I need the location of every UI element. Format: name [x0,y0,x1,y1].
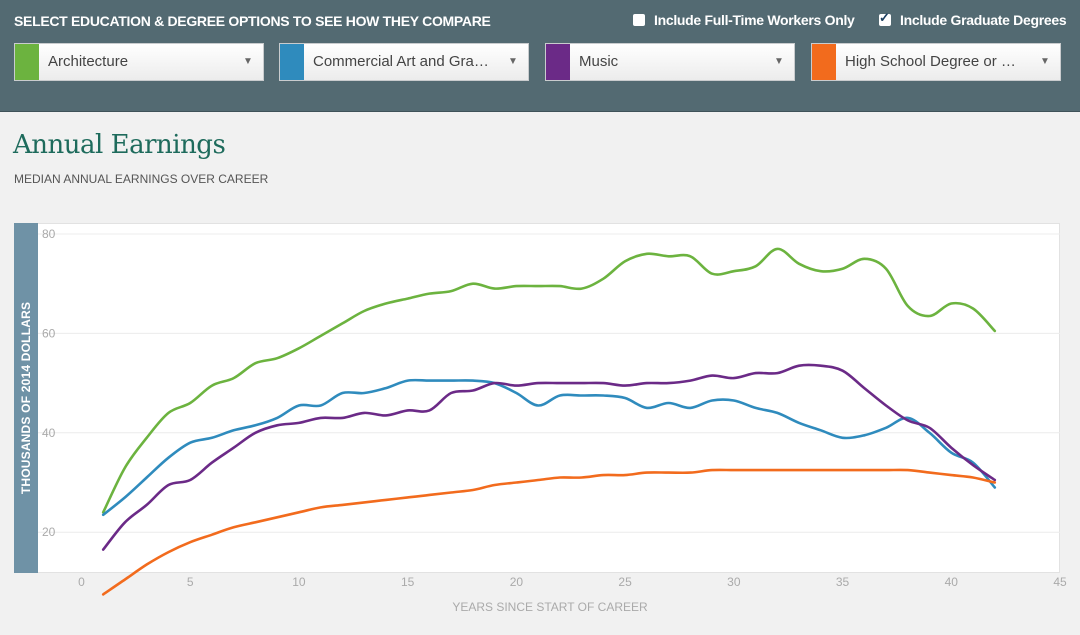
chart-subtitle: MEDIAN ANNUAL EARNINGS OVER CAREER [14,172,269,186]
degree-select-value: Commercial Art and Gra… [304,44,498,80]
fulltime-checkbox-label: Include Full-Time Workers Only [654,12,855,28]
graduate-checkbox[interactable]: Include Graduate Degrees [879,10,1067,28]
series-color-swatch [546,44,570,80]
series-line-2 [101,378,997,517]
y-tick-label: 80 [42,227,56,241]
degree-select-2[interactable]: Commercial Art and Gra… ▼ [279,43,529,81]
x-tick-label: 25 [618,575,632,589]
x-tick-label: 35 [836,575,850,589]
series-color-swatch [812,44,836,80]
y-tick-label: 20 [42,525,56,539]
plot-area [14,223,1060,573]
series-color-swatch [15,44,39,80]
series-line-3 [101,363,997,551]
series-color-swatch [280,44,304,80]
fulltime-checkbox-box[interactable] [633,14,645,26]
instructions-text: SELECT EDUCATION & DEGREE OPTIONS TO SEE… [14,13,491,29]
x-tick-label: 20 [510,575,524,589]
chevron-down-icon[interactable]: ▼ [1030,44,1060,80]
graduate-checkbox-box[interactable] [879,10,891,26]
chevron-down-icon[interactable]: ▼ [233,44,263,80]
x-tick-label: 40 [945,575,959,589]
y-tick-label: 40 [42,426,56,440]
y-axis-band [14,223,38,573]
y-tick-label: 60 [42,326,56,340]
x-tick-label: 5 [187,575,194,589]
chevron-down-icon[interactable]: ▼ [498,44,528,80]
chevron-down-icon[interactable]: ▼ [764,44,794,80]
x-tick-label: 30 [727,575,741,589]
x-tick-label: 45 [1053,575,1067,589]
x-axis-label: YEARS SINCE START OF CAREER [452,600,648,614]
graduate-checkbox-label: Include Graduate Degrees [900,12,1067,28]
x-tick-label: 15 [401,575,415,589]
degree-select-1[interactable]: Architecture ▼ [14,43,264,81]
series-line-1 [101,247,997,514]
fulltime-checkbox[interactable]: Include Full-Time Workers Only [633,12,855,28]
x-tick-label: 10 [292,575,306,589]
degree-select-value: Music [570,44,764,80]
chart-title: Annual Earnings [13,130,226,160]
degree-select-4[interactable]: High School Degree or … ▼ [811,43,1061,81]
degree-select-value: Architecture [39,44,233,80]
series-line-4 [101,468,997,596]
x-tick-label: 0 [78,575,85,589]
degree-select-3[interactable]: Music ▼ [545,43,795,81]
degree-select-value: High School Degree or … [836,44,1030,80]
options-bar: SELECT EDUCATION & DEGREE OPTIONS TO SEE… [0,0,1080,112]
